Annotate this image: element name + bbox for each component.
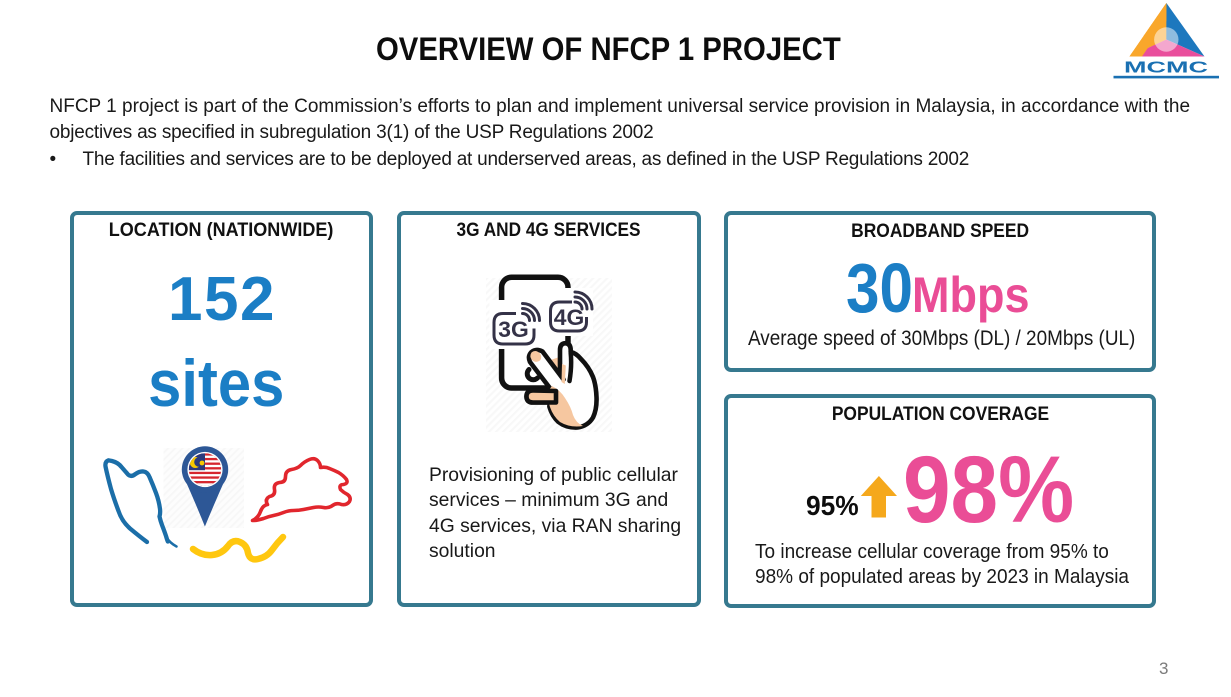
svg-text:3G: 3G xyxy=(498,317,529,342)
svg-text:MCMC: MCMC xyxy=(1124,60,1208,77)
svg-text:4G: 4G xyxy=(554,305,585,330)
